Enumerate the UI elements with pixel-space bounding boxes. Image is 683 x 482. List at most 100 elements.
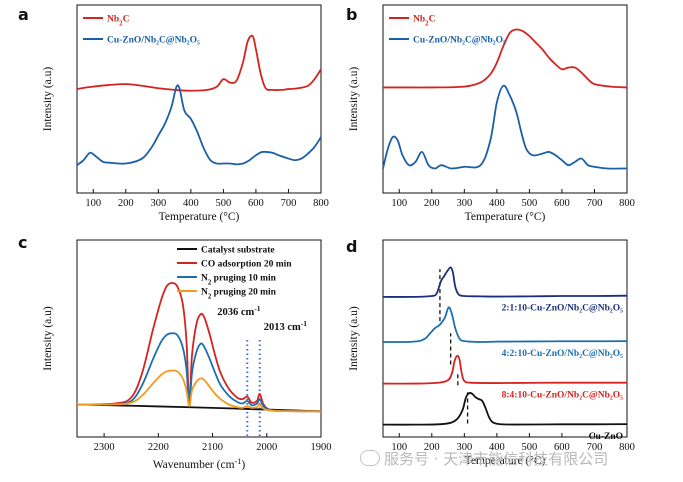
x-tick-label: 400 [489,198,505,209]
x-tick-label: 2200 [148,442,169,453]
legend-label: Cu-ZnO/Nb₂C@Nb₂O₅ [107,36,200,46]
x-axis-label-part: ) [241,459,245,471]
plot-frame [382,239,628,438]
legend-label-part: C [123,15,130,25]
x-axis-label: Temperature (°C) [159,211,240,223]
x-tick-label: 1900 [311,442,332,453]
x-tick-label: 700 [587,442,603,453]
x-tick-label: 500 [522,442,538,453]
legend-label-part: C [429,15,436,25]
legend-label-part: 2 [119,20,123,27]
legend-label: Catalyst substrate [201,246,275,256]
x-tick-label: 100 [391,198,407,209]
annotation-label-part: 2036 cm [217,307,254,318]
series-end-label: Cu-ZnO [589,432,623,442]
panel-label: d [346,237,357,256]
series-line [383,28,628,89]
x-tick-label: 700 [281,198,297,209]
annotation-label-part: 2013 cm [264,322,301,333]
series-end-label: 4:2:10-Cu-ZnO/Nb₂C@Nb₂O₅ [502,349,624,359]
x-tick-label: 800 [619,442,635,453]
x-tick-label: 200 [424,198,440,209]
series-line [382,354,627,385]
panel-b: 100 200 300 400 500 600 700 800 Temperature (°C)… [346,4,635,223]
legend-label-part: pruging 20 min [211,288,276,298]
series-line [382,306,628,343]
annotation-label: 2013 cm-1 [264,319,308,334]
legend-label-part: Cu-ZnO/Nb₂C@Nb₂O₅ [413,36,506,46]
wechat-icon [360,450,380,466]
x-tick-label: 400 [489,442,505,453]
x-axis-label: Wavenumber (cm-1) [153,457,246,472]
plot-frame [382,4,628,194]
annotation-label-part: -1 [254,304,261,313]
series-line [76,282,322,413]
series-end-label-part: 4:2:10-Cu-ZnO/Nb₂C@Nb₂O₅ [502,349,624,359]
x-tick-label: 300 [150,198,166,209]
legend-label: N2 pruging 20 min [201,288,277,301]
watermark: 服务号 · 天津市能信科技有限公司 [360,448,608,469]
legend-label-part: 2 [425,20,429,27]
x-tick-label: 2100 [202,442,223,453]
legend-label-part: Nb [107,15,119,25]
series-line [76,332,322,413]
x-tick-label: 800 [619,198,635,209]
x-axis-label: Temperature (°C) [465,211,546,223]
y-axis-label: Intensity (a.u) [42,306,54,371]
annotation-label-part: -1 [301,319,308,328]
series-line [382,266,628,298]
series-line [382,84,628,170]
series-line [382,392,628,426]
x-tick-label: 2300 [94,442,115,453]
series-end-label-part: 8:4:10-Cu-ZnO/Nb₂C@Nb₂O₅ [502,391,624,401]
legend-label-part: 2 [208,279,212,286]
x-axis-label: Temperature (°C) [465,455,546,467]
legend-label: N2 pruging 10 min [201,274,277,287]
legend-label: CO adsorption 20 min [201,260,292,270]
legend-label-part: Nb [413,15,425,25]
x-tick-label: 800 [313,198,329,209]
panel-label: b [346,5,357,24]
panel-a: 100 200 300 400 500 600 700 800 Temperature (°C)… [18,4,329,223]
legend-label-part: pruging 10 min [211,274,276,284]
plot-frame [76,4,322,194]
x-tick-label: 700 [587,198,603,209]
x-tick-label: 600 [554,442,570,453]
x-tick-label: 300 [456,198,472,209]
x-axis-label-part: -1 [235,457,242,466]
y-axis-label: Intensity (a.u) [42,67,54,132]
series-end-label: 8:4:10-Cu-ZnO/Nb₂C@Nb₂O₅ [502,391,624,401]
x-tick-label: 100 [85,198,101,209]
legend-label: Cu-ZnO/Nb₂C@Nb₂O₅ [413,36,506,46]
x-tick-label: 400 [183,198,199,209]
y-axis-label: Intensity (a.u) [348,306,360,371]
annotation-label: 2036 cm-1 [217,304,261,319]
watermark-text: 服务号 · 天津市能信科技有限公司 [384,450,609,468]
legend-label-part: Catalyst substrate [201,246,275,256]
x-tick-label: 200 [118,198,134,209]
x-tick-label: 600 [248,198,264,209]
plot-frame [76,239,322,438]
x-tick-label: 500 [216,198,232,209]
y-axis-label: Intensity (a.u) [348,67,360,132]
x-axis-label-part: Wavenumber (cm [153,459,235,471]
panel-d: 100 200 300 400 500 600 700 800 Temperature (°C)… [346,237,635,467]
legend-label: Nb2C [413,15,436,28]
legend-label-part: 2 [208,293,212,300]
series-end-label: 2:1:10-Cu-ZnO/Nb₂C@Nb₂O₅ [502,304,624,314]
x-tick-label: 600 [554,198,570,209]
x-tick-label: 2000 [256,442,277,453]
panel-label: c [18,233,27,252]
series-end-label-part: Cu-ZnO [589,432,623,442]
series-end-label-part: 2:1:10-Cu-ZnO/Nb₂C@Nb₂O₅ [502,304,624,314]
legend-label-part: N [201,274,208,284]
series-line [76,84,322,166]
x-tick-label: 300 [456,442,472,453]
legend-label-part: N [201,288,208,298]
x-tick-label: 100 [391,442,407,453]
panel-label: a [18,5,29,24]
legend-label-part: Cu-ZnO/Nb₂C@Nb₂O₅ [107,36,200,46]
series-line [76,34,322,92]
